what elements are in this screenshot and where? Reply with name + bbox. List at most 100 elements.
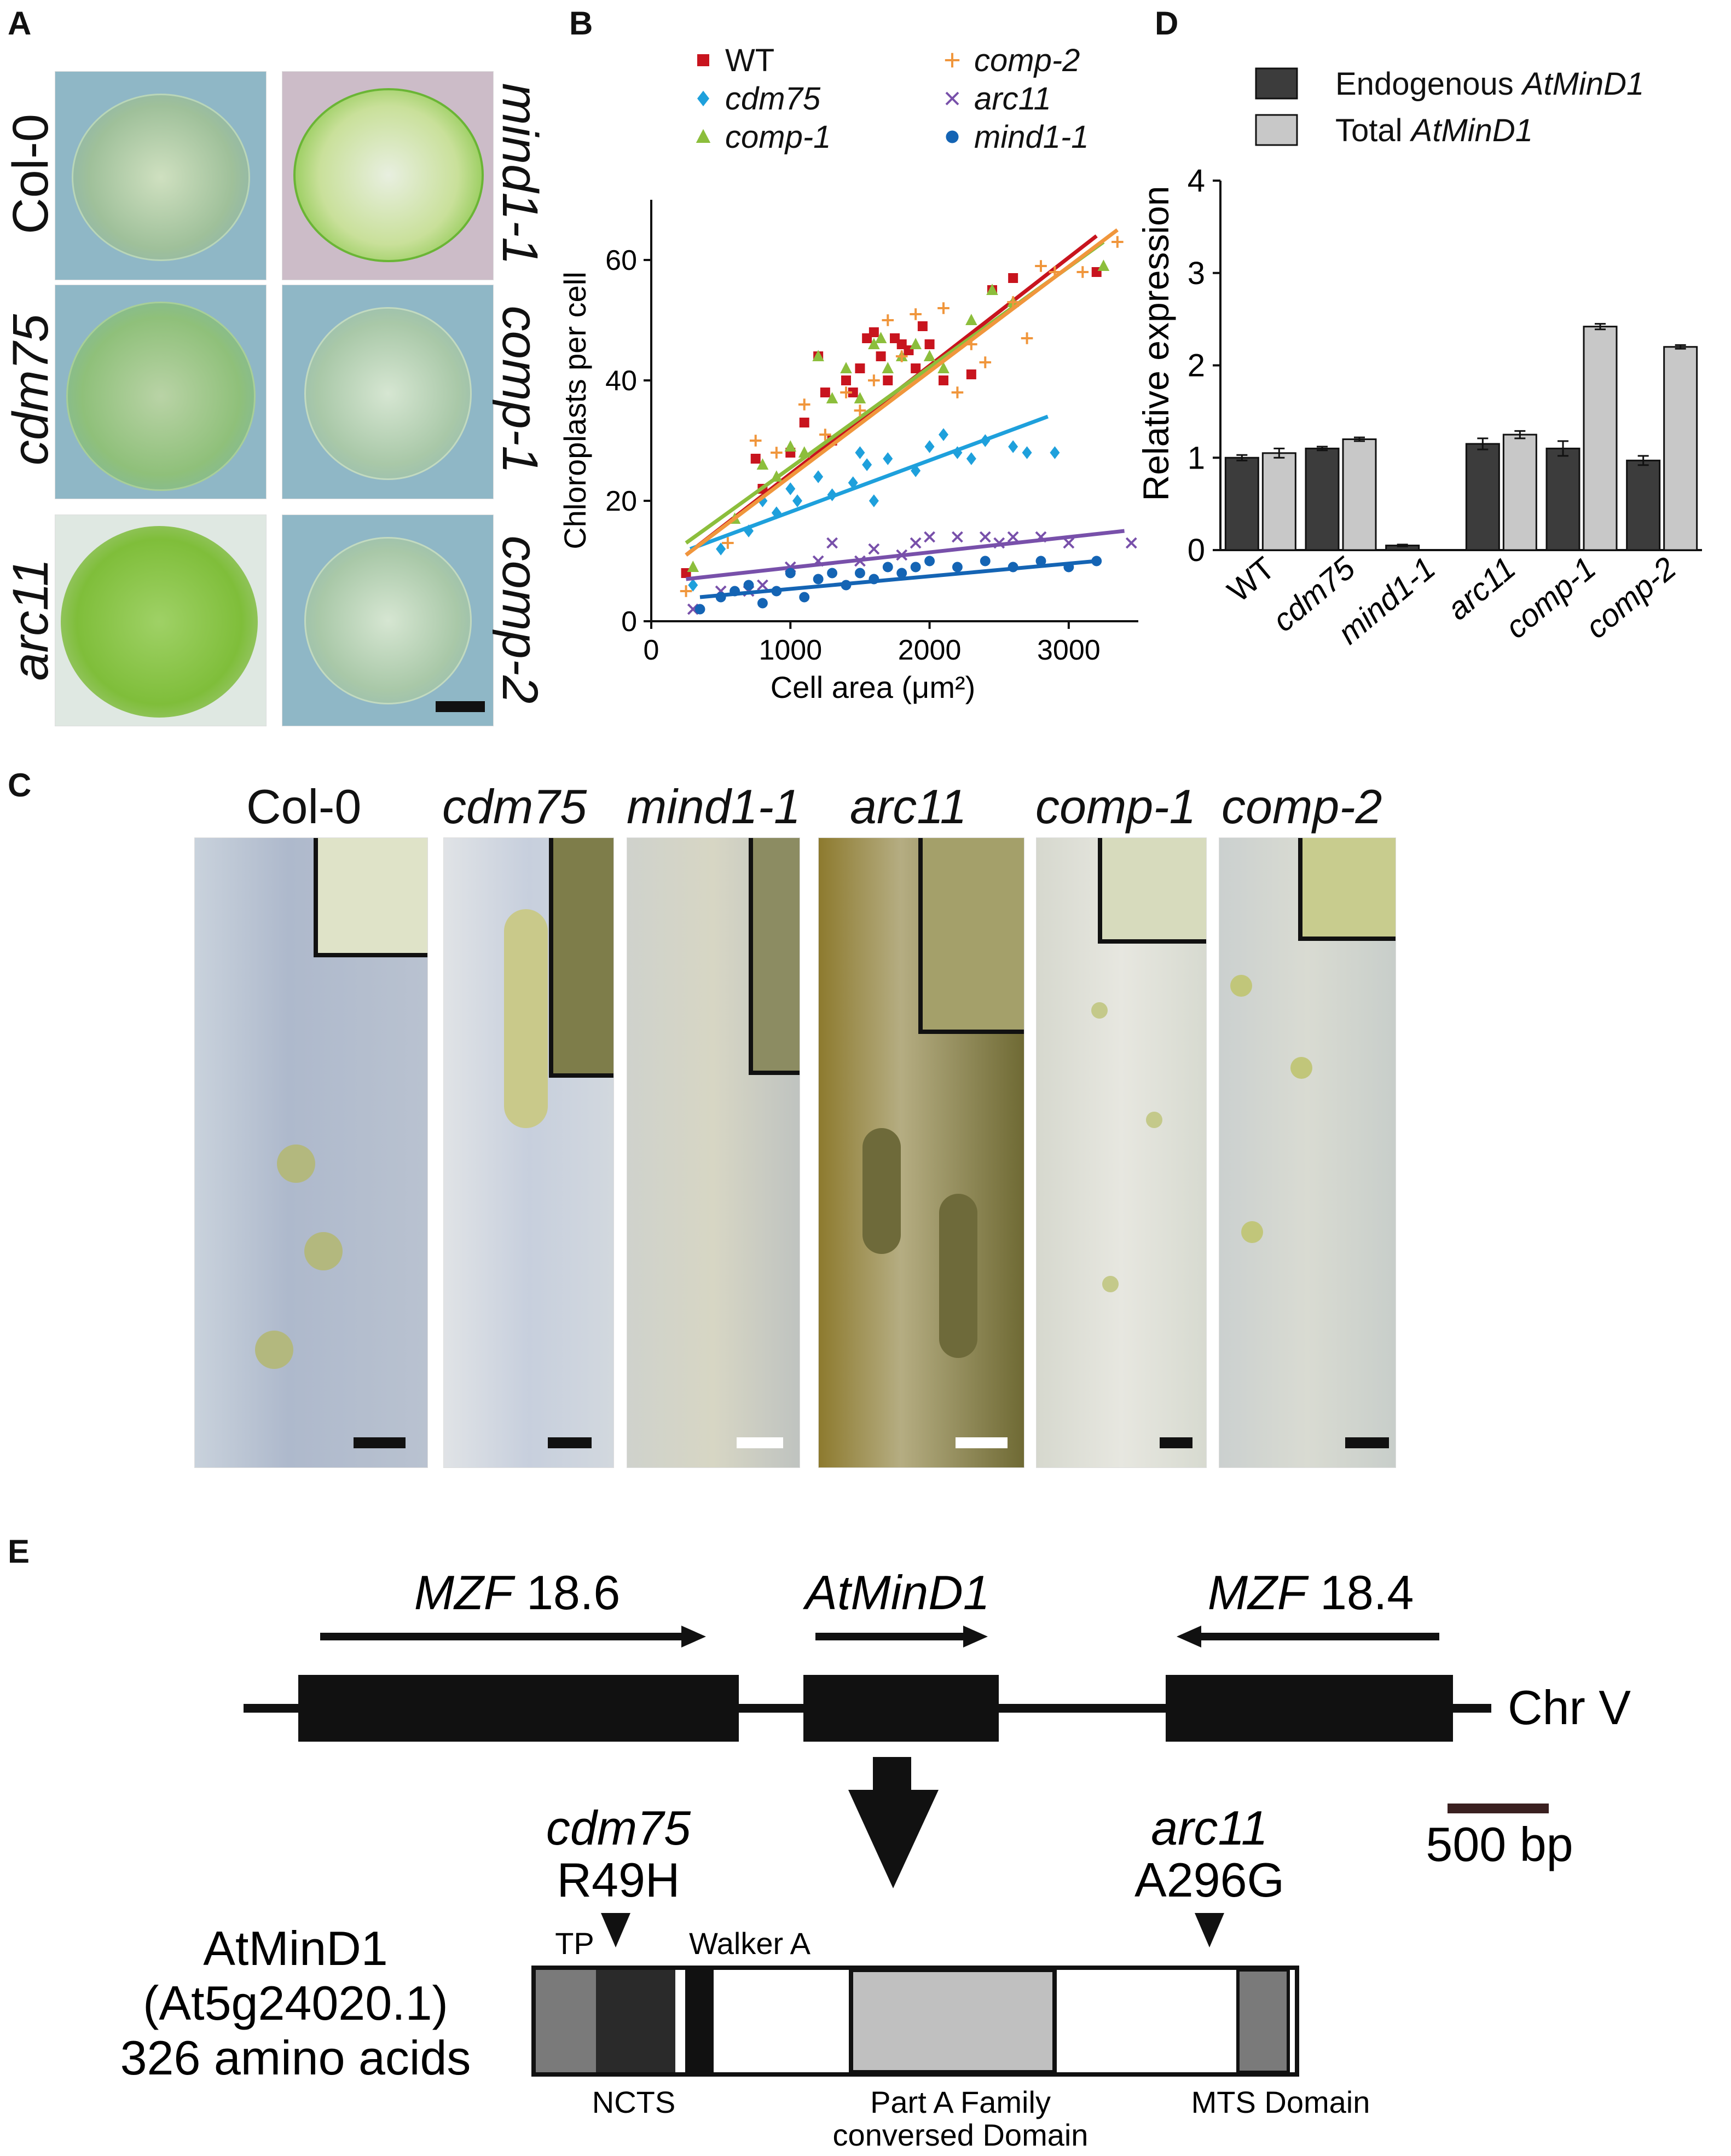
label-cdm75: cdm75 xyxy=(3,314,59,466)
data-point-arc11 xyxy=(1063,537,1075,549)
data-point-comp-2 xyxy=(749,435,762,447)
y-tick-label: 0 xyxy=(1188,533,1205,568)
protein-locus: (At5g24020.1) xyxy=(143,1976,448,2030)
data-point-arc11 xyxy=(868,543,880,555)
data-point-mind1-1 xyxy=(813,574,824,585)
data-point-comp-1 xyxy=(826,392,838,403)
c-micrograph-comp-1 xyxy=(1036,837,1207,1468)
y-axis-label: Relative expression xyxy=(1136,186,1176,501)
arrow-mzf-18-4 xyxy=(1177,1626,1439,1648)
data-point-cdm75 xyxy=(688,579,698,592)
data-point-cdm75 xyxy=(1050,446,1060,459)
gene-label-mzf-18-6: MZF 18.6 xyxy=(414,1565,621,1620)
data-point-WT xyxy=(1008,273,1018,283)
x-axis-label: Cell area (μm²) xyxy=(771,670,976,704)
data-point-comp-2 xyxy=(722,537,734,549)
bar-WT-1 xyxy=(1261,452,1296,551)
data-point-mind1-1 xyxy=(743,580,754,591)
error-bar-comp-1-1 xyxy=(1595,323,1606,331)
micrograph-mind1-1 xyxy=(282,71,494,280)
scale-bar-500bp xyxy=(1448,1804,1549,1813)
data-point-WT xyxy=(876,351,886,361)
fit-line-mind1-1 xyxy=(699,559,1097,599)
legend-marker-comp-2 xyxy=(945,53,960,68)
mutation-allele-arc11: arc11 xyxy=(1151,1801,1268,1855)
error-bar-arc11-1 xyxy=(1514,430,1526,440)
data-point-comp-1 xyxy=(875,332,887,343)
c-label-comp-2: comp-2 xyxy=(1221,779,1382,834)
data-point-comp-1 xyxy=(882,362,894,373)
bar-cdm75-1 xyxy=(1342,438,1377,551)
error-bar-arc11-0 xyxy=(1477,437,1489,450)
data-point-comp-2 xyxy=(1021,332,1033,344)
data-point-WT xyxy=(869,327,879,337)
bar-comp-1-0 xyxy=(1545,447,1581,551)
data-point-comp-2 xyxy=(1111,236,1124,248)
panel-label-d: D xyxy=(1155,5,1179,42)
data-point-WT xyxy=(924,339,935,349)
data-point-cdm75 xyxy=(911,464,921,477)
legend-label-comp-2: comp-2 xyxy=(974,43,1080,78)
data-point-arc11 xyxy=(826,537,838,549)
domain-tp xyxy=(536,1970,596,2072)
data-point-comp-2 xyxy=(771,447,783,459)
c-label-mind1-1: mind1-1 xyxy=(627,779,801,834)
data-point-WT xyxy=(966,369,976,379)
panel-label-b: B xyxy=(569,5,593,42)
data-point-cdm75 xyxy=(966,452,976,465)
data-point-comp-1 xyxy=(756,458,769,470)
domain-label-walker-a: Walker A xyxy=(689,1926,811,1961)
data-point-cdm75 xyxy=(716,542,726,556)
c-label-col0: Col-0 xyxy=(246,779,362,834)
bar-comp-1-1 xyxy=(1583,326,1618,551)
domain-label-part-a-1: Part A Family xyxy=(870,2085,1051,2119)
data-point-comp-2 xyxy=(1007,296,1019,308)
y-tick-label: 20 xyxy=(605,485,637,517)
data-point-WT xyxy=(841,375,851,385)
gene-block-atmind1 xyxy=(803,1675,999,1742)
legend-label-1: Total AtMinD1 xyxy=(1335,113,1533,148)
data-point-arc11 xyxy=(910,537,922,549)
data-point-comp-1 xyxy=(965,314,977,325)
data-point-WT xyxy=(855,363,865,373)
label-mind1-1: mind1-1 xyxy=(492,83,548,265)
gene-block-mzf-18-6 xyxy=(298,1675,739,1742)
bar-arc11-0 xyxy=(1465,443,1500,551)
y-tick-label: 60 xyxy=(605,245,637,276)
data-point-cdm75 xyxy=(869,494,879,507)
expand-arrow xyxy=(848,1757,939,1888)
legend-label-comp-1: comp-1 xyxy=(725,119,831,155)
data-point-WT xyxy=(911,363,921,373)
x-tick-label-comp-2: comp-2 xyxy=(1579,550,1683,645)
domain-ncts xyxy=(596,1970,675,2072)
error-bar-WT-0 xyxy=(1236,454,1248,461)
chromosome-label: Chr V xyxy=(1508,1680,1631,1735)
error-bar-cdm75-0 xyxy=(1317,446,1328,452)
data-point-comp-1 xyxy=(910,338,922,349)
data-point-comp-2 xyxy=(979,356,992,368)
micrograph-arc11 xyxy=(55,515,267,726)
data-point-comp-2 xyxy=(680,585,692,597)
data-point-comp-2 xyxy=(854,404,866,417)
data-point-comp-1 xyxy=(923,350,936,361)
data-point-cdm75 xyxy=(862,458,872,471)
mutation-allele-cdm75: cdm75 xyxy=(546,1801,691,1855)
data-point-cdm75 xyxy=(785,482,796,495)
x-tick-label-comp-1: comp-1 xyxy=(1498,550,1602,645)
data-point-WT xyxy=(939,375,948,385)
data-point-WT xyxy=(820,388,830,397)
micrograph-comp-2 xyxy=(282,515,494,726)
panel-label-e: E xyxy=(8,1533,30,1570)
data-point-arc11 xyxy=(979,531,991,543)
x-tick-label: 0 xyxy=(644,634,659,666)
legend-marker-comp-1 xyxy=(696,129,711,143)
data-point-cdm75 xyxy=(792,494,802,507)
data-point-arc11 xyxy=(924,531,935,543)
data-point-mind1-1 xyxy=(1091,556,1102,567)
error-bar-WT-1 xyxy=(1273,447,1285,459)
legend-marker-arc11 xyxy=(945,91,959,106)
gene-label-mzf-18-4: MZF 18.4 xyxy=(1208,1565,1414,1620)
data-point-comp-1 xyxy=(840,362,852,373)
error-bar-mind1-1-0 xyxy=(1397,544,1408,547)
data-point-comp-1 xyxy=(687,560,699,572)
